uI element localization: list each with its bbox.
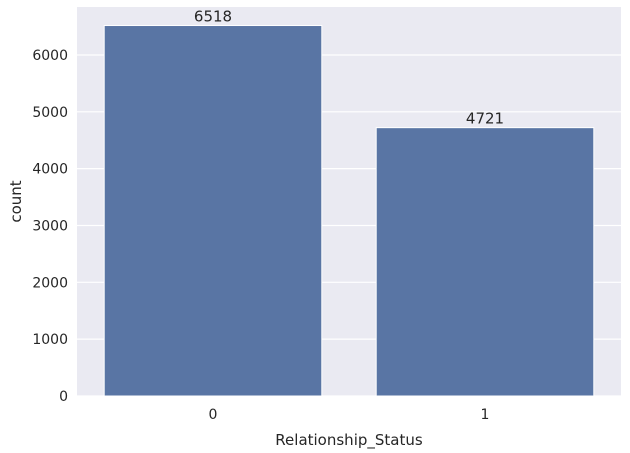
x-axis-label: Relationship_Status bbox=[275, 431, 423, 450]
data-labels: 6518 4721 bbox=[194, 8, 504, 128]
x-tick-label: 1 bbox=[481, 407, 490, 423]
y-tick-label: 4000 bbox=[32, 162, 68, 178]
bar-0 bbox=[103, 25, 323, 397]
data-label-0: 6518 bbox=[194, 8, 232, 26]
y-tick-label: 3000 bbox=[32, 218, 68, 234]
y-tick-label: 5000 bbox=[32, 105, 68, 121]
y-tick-label: 2000 bbox=[32, 275, 68, 291]
bar-1 bbox=[375, 127, 595, 397]
bars bbox=[103, 25, 595, 397]
y-axis-ticks: 0 1000 2000 3000 4000 5000 6000 bbox=[32, 48, 68, 405]
y-tick-label: 0 bbox=[59, 389, 68, 405]
y-tick-label: 6000 bbox=[32, 48, 68, 64]
x-tick-label: 0 bbox=[209, 407, 218, 423]
y-axis-label: count bbox=[7, 180, 25, 222]
data-label-1: 4721 bbox=[466, 110, 504, 128]
y-tick-label: 1000 bbox=[32, 332, 68, 348]
